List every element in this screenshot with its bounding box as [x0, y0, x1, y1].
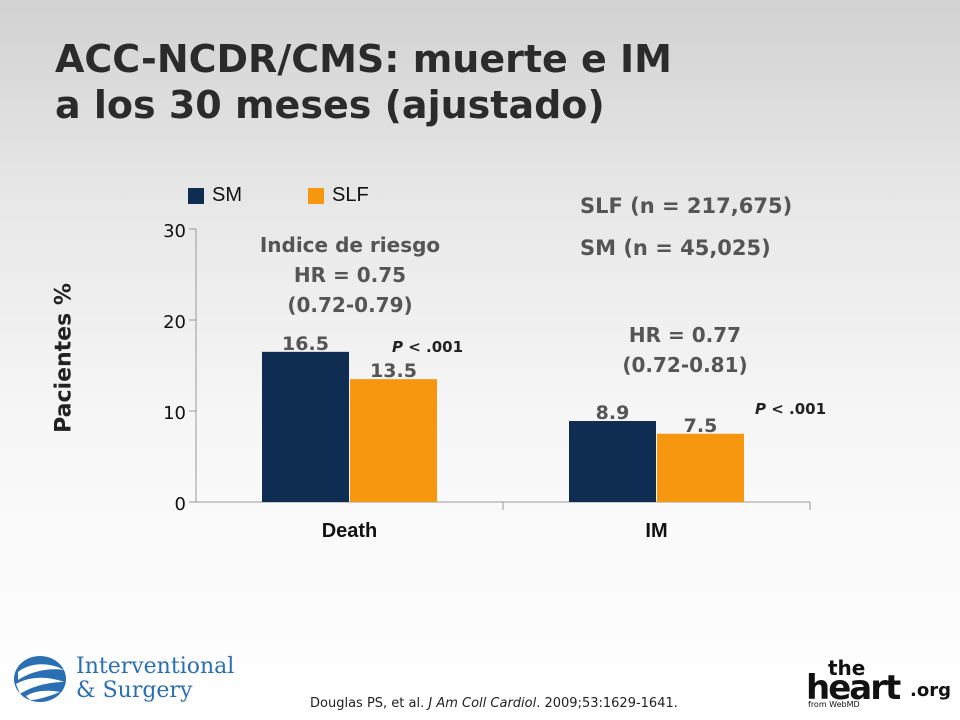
globe-icon	[14, 656, 66, 702]
citation-journal: J Am Coll Cardiol	[428, 696, 537, 711]
logo-right-heart: heart	[806, 668, 901, 708]
logo-right-org: .org	[910, 680, 951, 701]
hr-ci-death: (0.72-0.79)	[287, 293, 413, 317]
y-axis-label: Pacientes %	[51, 283, 77, 433]
interventional-surgery-wordmark: Interventional & Surgery	[76, 655, 234, 703]
bar-slf-im	[657, 433, 744, 502]
data-label: 8.9	[596, 402, 630, 424]
theheart-org-logo: the heart .org from WebMD	[806, 656, 951, 712]
data-label: 7.5	[684, 415, 718, 437]
citation-rest: . 2009;53:1629-1641.	[536, 696, 678, 711]
legend-label-sm: SM	[212, 184, 242, 206]
slide-title-line2: a los 30 meses (ajustado)	[55, 83, 605, 127]
legend-label-slf: SLF	[332, 184, 369, 206]
y-tick-label: 30	[163, 221, 186, 242]
sample-size-slf: SLF (n = 217,675)	[580, 194, 793, 218]
slide-title: ACC-NCDR/CMS: muerte e IM a los 30 meses…	[55, 36, 672, 128]
legend-item-sm: SM	[188, 184, 242, 207]
hr-value-im: HR = 0.77	[628, 323, 742, 347]
chart-bars	[262, 351, 744, 502]
legend-swatch-slf	[308, 187, 324, 204]
hr-block-im: HR = 0.77 (0.72-0.81)	[570, 320, 800, 380]
logo-left-line1: Interventional	[76, 654, 235, 679]
x-tick-label: Death	[322, 520, 378, 542]
y-tick-label: 10	[163, 403, 186, 424]
data-label: 13.5	[370, 360, 417, 382]
p-value-death-text: < .001	[408, 338, 464, 356]
p-value-im: P < .001	[755, 400, 826, 418]
hr-heading-death: Indice de riesgo	[259, 233, 441, 257]
y-tick-label: 0	[175, 494, 186, 515]
bar-slf-death	[350, 379, 437, 502]
citation-authors: Douglas PS, et al.	[310, 696, 429, 711]
slide-title-line1: ACC-NCDR/CMS: muerte e IM	[55, 37, 672, 81]
legend-swatch-sm	[188, 187, 204, 204]
p-value-death-label: P	[392, 338, 403, 356]
hr-block-death: Indice de riesgo HR = 0.75 (0.72-0.79)	[225, 230, 475, 320]
bar-sm-death	[262, 351, 349, 502]
citation: Douglas PS, et al. J Am Coll Cardiol. 20…	[310, 696, 678, 711]
y-tick-label: 20	[163, 312, 186, 333]
p-value-death: P < .001	[392, 338, 463, 356]
data-label: 16.5	[282, 333, 329, 355]
interventional-surgery-logo: Interventional & Surgery	[12, 654, 234, 704]
sample-size-sm: SM (n = 45,025)	[580, 236, 771, 260]
bar-sm-im	[569, 421, 656, 502]
chart-data-labels: 16.5 8.9 13.5 7.5	[282, 333, 717, 437]
p-value-im-text: < .001	[771, 400, 827, 418]
logo-right-from: from WebMD	[808, 700, 860, 709]
logo-right-the: the	[828, 656, 866, 680]
x-tick-label: IM	[645, 520, 667, 542]
logo-left-line2: & Surgery	[76, 678, 193, 703]
p-value-im-label: P	[755, 400, 766, 418]
legend-item-slf: SLF	[308, 184, 369, 207]
hr-ci-im: (0.72-0.81)	[622, 353, 748, 377]
hr-value-death: HR = 0.75	[293, 263, 407, 287]
